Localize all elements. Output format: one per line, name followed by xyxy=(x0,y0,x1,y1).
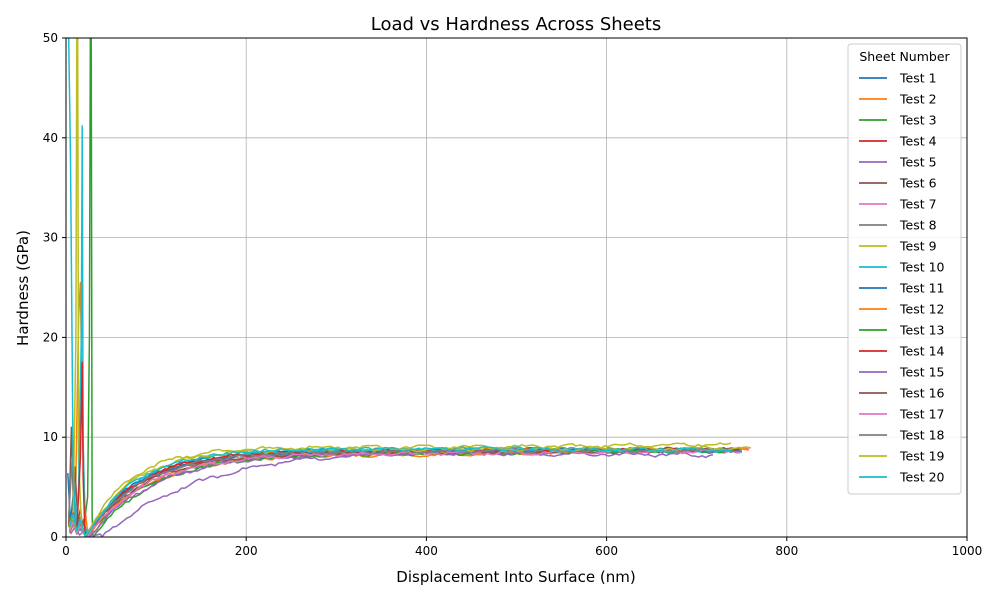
series-lines xyxy=(67,38,751,537)
legend: Sheet Number Test 1 Test 2 Test 3 Test 4 Test… xyxy=(847,43,962,495)
legend-entry: Test 17 xyxy=(899,407,945,422)
legend-entry: Test 14 xyxy=(899,344,945,359)
x-tick-label: 0 xyxy=(62,544,70,558)
axis-ticks: 0 200 400 600 800 1000 0 10 20 30 40 50 xyxy=(43,31,983,558)
legend-title: Sheet Number xyxy=(859,49,950,64)
legend-entry: Test 7 xyxy=(899,197,937,212)
y-tick-label: 20 xyxy=(43,330,58,344)
legend-entry: Test 1 xyxy=(899,71,937,86)
x-axis-label: Displacement Into Surface (nm) xyxy=(396,568,635,586)
legend-entry: Test 5 xyxy=(899,155,937,170)
legend-entry: Test 3 xyxy=(899,113,937,128)
x-tick-label: 800 xyxy=(775,544,798,558)
legend-box xyxy=(847,43,962,495)
legend-entry: Test 10 xyxy=(899,260,945,275)
y-tick-label: 30 xyxy=(43,231,58,245)
legend-entry: Test 6 xyxy=(899,176,937,191)
legend-entry: Test 20 xyxy=(899,470,945,485)
plot-frame xyxy=(65,37,968,538)
legend-entry: Test 9 xyxy=(899,239,937,254)
y-tick-label: 10 xyxy=(43,430,58,444)
legend-entry: Test 16 xyxy=(899,386,945,401)
series-line-20 xyxy=(68,446,732,537)
legend-entry: Test 19 xyxy=(899,449,945,464)
series-line-15 xyxy=(68,450,714,537)
legend-entry: Test 13 xyxy=(899,323,945,338)
legend-entry: Test 2 xyxy=(899,92,937,107)
legend-entry: Test 11 xyxy=(899,281,945,296)
x-tick-label: 200 xyxy=(235,544,258,558)
y-tick-label: 0 xyxy=(50,530,58,544)
legend-entry: Test 15 xyxy=(899,365,945,380)
x-tick-label: 600 xyxy=(595,544,618,558)
series-line-17 xyxy=(68,448,740,537)
x-tick-label: 400 xyxy=(415,544,438,558)
y-axis-label: Hardness (GPa) xyxy=(14,230,32,346)
legend-entry: Test 18 xyxy=(899,428,945,443)
y-tick-label: 40 xyxy=(43,131,58,145)
y-tick-label: 50 xyxy=(43,31,58,45)
legend-entry: Test 12 xyxy=(899,302,945,317)
legend-entry: Test 4 xyxy=(899,134,937,149)
x-tick-label: 1000 xyxy=(952,544,983,558)
legend-entry: Test 8 xyxy=(899,218,937,233)
chart-title: Load vs Hardness Across Sheets xyxy=(371,14,662,35)
